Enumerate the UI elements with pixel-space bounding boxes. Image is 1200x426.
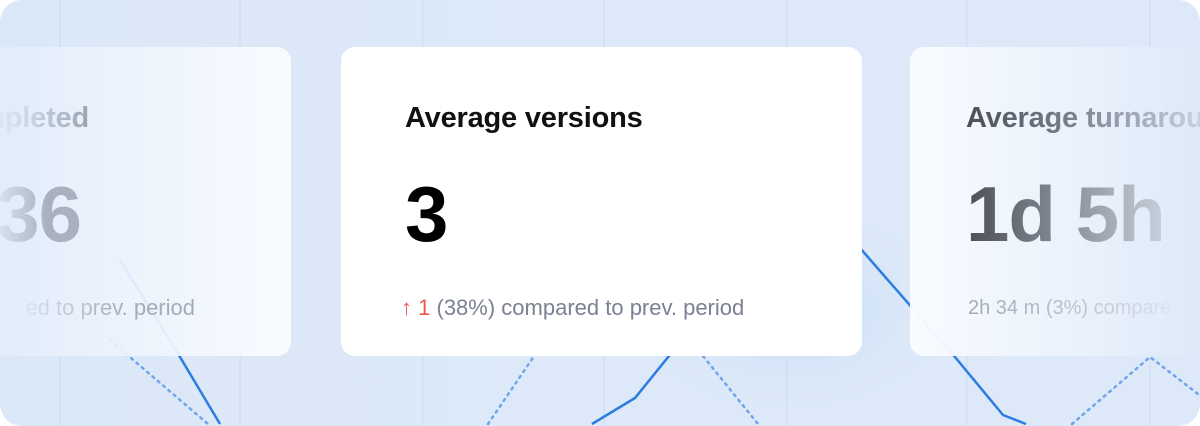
metric-comparison: 2h 34 m (3%) compare — [968, 297, 1172, 319]
delta-value: 1 — [418, 295, 431, 320]
metric-value: 36 — [0, 169, 82, 259]
metric-value: 1d 5h — [966, 170, 1166, 258]
metric-card-average-versions[interactable]: Average versions 3 ↑ 1 (38%) compared to… — [341, 47, 862, 356]
metric-title: Average turnaround — [966, 101, 1200, 135]
metric-card-tasks-completed[interactable]: Tasks completed 36 ed to prev. period — [0, 47, 291, 356]
metric-card-average-turnaround[interactable]: Average turnaround 1d 5h 2h 34 m (3%) co… — [910, 47, 1200, 356]
metric-comparison: ↑ 1 (38%) compared to prev. period — [401, 295, 744, 321]
metric-title: Average versions — [405, 102, 643, 134]
arrow-up-icon: ↑ — [401, 295, 412, 320]
metric-value: 3 — [405, 170, 448, 258]
comparison-text: (38%) compared to prev. period — [436, 295, 745, 320]
metric-comparison: ed to prev. period — [25, 295, 195, 320]
metric-title: Tasks completed — [0, 101, 89, 135]
